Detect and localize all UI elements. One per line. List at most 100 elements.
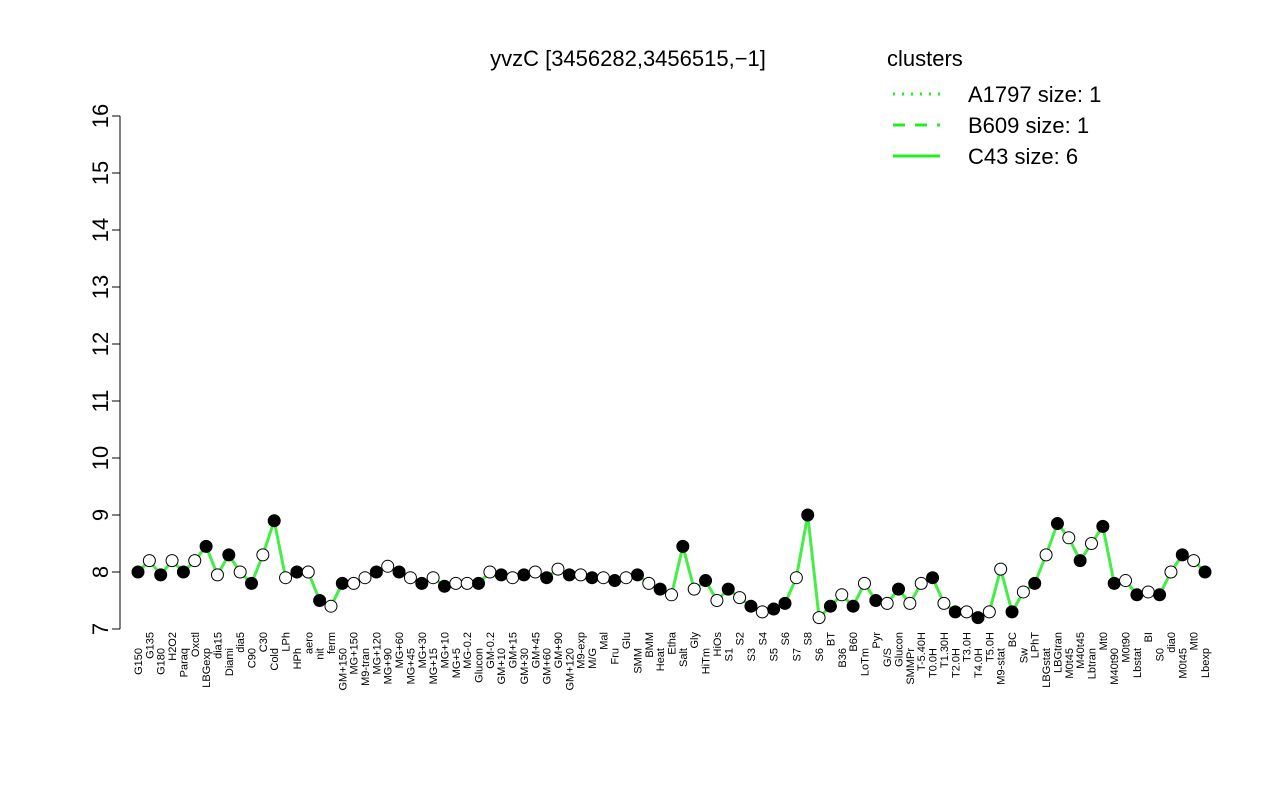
x-tick-label: ferm [326, 632, 338, 654]
point [1107, 576, 1121, 590]
point [1096, 519, 1110, 533]
x-tick-label: MG+60 [394, 632, 406, 668]
point [926, 571, 940, 585]
point [426, 571, 440, 585]
point [574, 568, 588, 582]
x-tick-label: S6 [814, 648, 826, 661]
point [358, 571, 372, 585]
point [687, 582, 701, 596]
x-tick-label: MG+30 [417, 632, 429, 668]
x-tick-label: T0.0H [928, 648, 940, 678]
x-tick-label: LPh [281, 632, 293, 652]
point [494, 568, 508, 582]
x-tick-label: GM+10 [496, 648, 508, 684]
point [437, 579, 451, 593]
x-tick-label: Lbexp [1200, 648, 1212, 678]
x-tick-label: SMM [632, 648, 644, 674]
point [801, 508, 815, 522]
legend-label: B609 size: 1 [968, 113, 1089, 138]
legend-label: C43 size: 6 [968, 144, 1078, 169]
x-tick-label: LoTm [859, 648, 871, 676]
x-tick-label: BC [1007, 632, 1019, 647]
point [392, 565, 406, 579]
x-tick-label: G/S [882, 648, 894, 667]
x-tick-label: MG+45 [405, 648, 417, 684]
x-tick-label: S8 [803, 632, 815, 645]
point [948, 605, 962, 619]
x-tick-label: SMMPr [905, 648, 917, 685]
x-tick-label: Fru [610, 648, 622, 665]
point [1119, 574, 1133, 588]
point [131, 565, 145, 579]
x-tick-label: S3 [746, 648, 758, 661]
point [188, 554, 202, 568]
x-tick-label: S6 [780, 632, 792, 645]
x-tick-label: dia15 [212, 632, 224, 659]
point [233, 565, 247, 579]
point [960, 605, 974, 619]
point [880, 596, 894, 610]
x-tick-label: GM+90 [553, 632, 565, 668]
x-tick-label: Glucon [474, 648, 486, 683]
point [142, 554, 156, 568]
point [971, 611, 985, 625]
point [256, 548, 270, 562]
point [653, 582, 667, 596]
x-tick-label: GM+120 [564, 648, 576, 691]
x-tick-label: G150 [133, 648, 145, 675]
x-tick-label: B60 [848, 632, 860, 652]
point [1084, 537, 1098, 550]
x-tick-label: Cold [269, 648, 281, 671]
x-tick-label: LBGexp [201, 648, 213, 688]
x-tick-label: BMM [644, 632, 656, 658]
x-tick-label: M0t45 [1064, 648, 1076, 679]
point [812, 611, 826, 625]
point [540, 571, 554, 585]
x-tick-label: GM+150 [337, 648, 349, 691]
x-tick-label: MG+10 [439, 632, 451, 668]
x-tick-label: T1.30H [939, 632, 951, 668]
point [154, 568, 168, 582]
point [676, 539, 690, 553]
x-tick-label: MG+90 [383, 648, 395, 684]
x-tick-label: MG+15 [428, 648, 440, 684]
point [347, 576, 361, 590]
point [710, 594, 724, 607]
point [165, 554, 179, 568]
point [1187, 554, 1201, 568]
x-tick-label: M0t45 [1177, 648, 1189, 679]
x-tick-label: G135 [144, 632, 156, 659]
x-tick-label: HPh [292, 648, 304, 669]
x-tick-label: M40t45 [1075, 632, 1087, 669]
x-tick-label: HiOs [712, 632, 724, 657]
point [823, 599, 837, 613]
x-tick-label: MG-0.2 [462, 632, 474, 669]
x-tick-label: LBGtran [1052, 632, 1064, 673]
x-tick-label: Mt0 [1098, 632, 1110, 650]
x-tick-label: T4.0H [973, 648, 985, 678]
point [267, 514, 281, 528]
y-tick-label: 16 [88, 104, 113, 128]
point [630, 568, 644, 582]
x-tick-label: LBGstat [1041, 648, 1053, 688]
x-tick-label: M0t90 [1121, 632, 1133, 663]
point [994, 562, 1008, 576]
x-tick-label: S2 [735, 632, 747, 645]
x-tick-label: Mal [598, 632, 610, 650]
x-tick-label: MG+120 [371, 632, 383, 675]
point [1016, 585, 1030, 599]
point [1062, 531, 1076, 545]
y-tick-label: 8 [88, 566, 113, 578]
point [596, 571, 610, 585]
point [1039, 548, 1053, 562]
x-tick-label: GM+60 [542, 648, 554, 684]
point [472, 576, 486, 590]
point [199, 539, 213, 553]
point [176, 565, 190, 579]
point [313, 594, 327, 607]
x-tick-label: Pyr [871, 632, 883, 649]
x-tick-label: Heat [655, 648, 667, 671]
x-tick-label: C90 [247, 648, 259, 668]
point [506, 571, 520, 585]
